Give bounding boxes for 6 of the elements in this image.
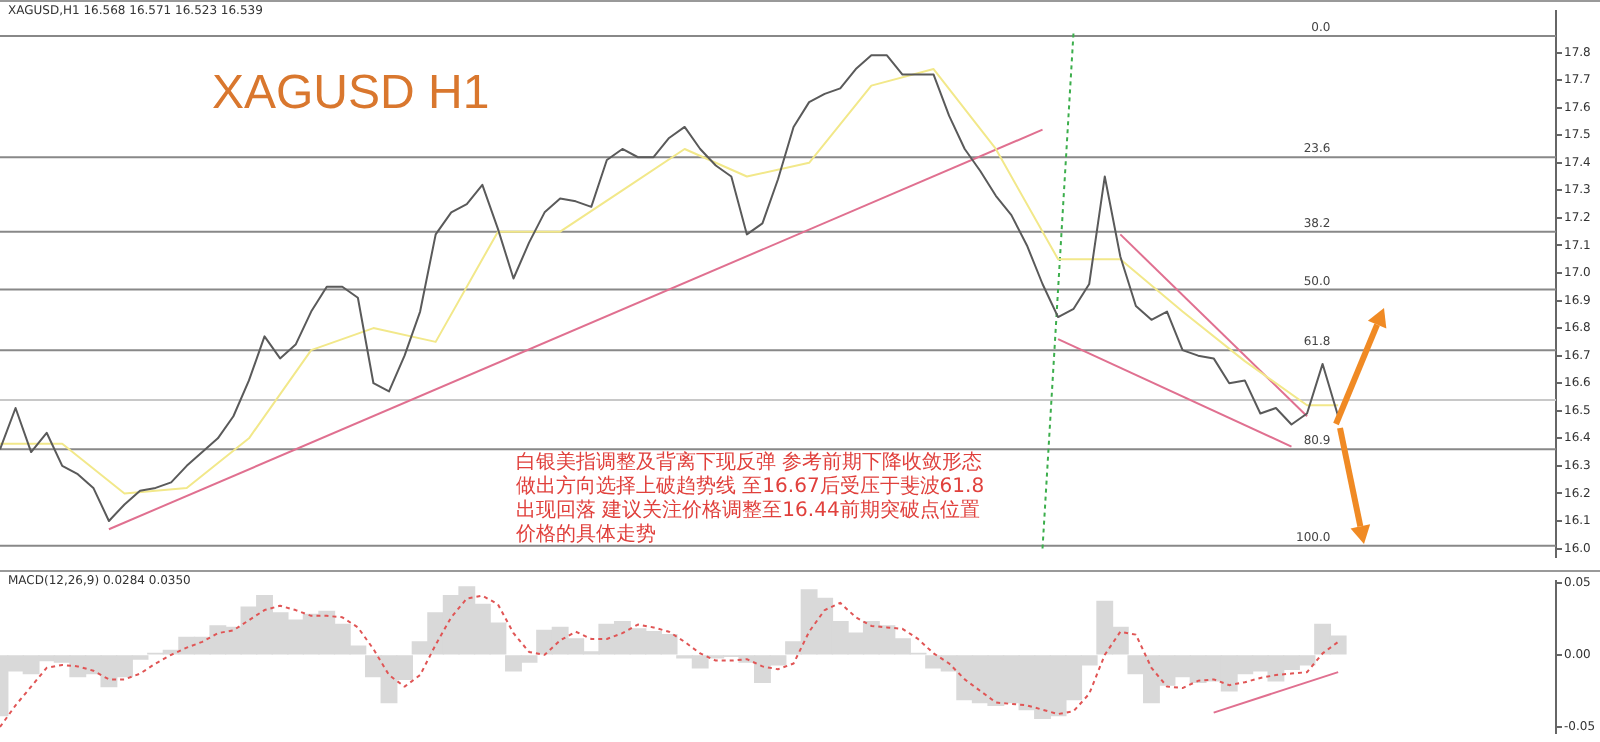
- line-series: [0, 594, 1340, 729]
- annotation: 出现回落 建议关注价格调整至16.44前期突破点位置: [516, 500, 982, 523]
- annotation: 价格的具体走势: [516, 524, 658, 548]
- annotation: 白银美指调整及背离下现反弹 参考前期下降收敛形态: [516, 452, 985, 475]
- text: XAGUSD H1: [212, 66, 490, 122]
- annotation: 做出方向选择上破趋势线 至16.67后受压于斐波61.8: [516, 476, 985, 499]
